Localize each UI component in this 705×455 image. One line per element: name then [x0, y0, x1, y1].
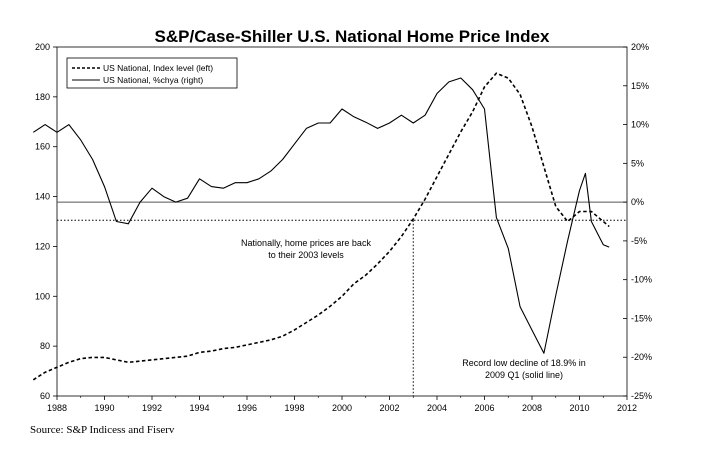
- y-right-tick-label: -5%: [631, 236, 647, 246]
- y-left-tick-label: 120: [35, 241, 50, 251]
- x-tick-label: 1994: [189, 403, 209, 413]
- axes: 1988 1990 1992 1994 1996 1998 2000 2002 2004 2006…: [35, 42, 652, 413]
- x-tick-label: 2012: [617, 403, 637, 413]
- x-tick-label: 2008: [522, 403, 542, 413]
- annotation-2003-line-1: Nationally, home prices are back: [241, 238, 371, 248]
- x-tick-label: 1996: [237, 403, 257, 413]
- series-lines: [32, 72, 610, 381]
- y-right-tick-label: 10%: [631, 120, 649, 130]
- series-line-index-level: [32, 72, 610, 381]
- x-tick-label: 2010: [569, 403, 589, 413]
- annotation-2003-levels: Nationally, home prices are back to thei…: [241, 238, 371, 260]
- chart-plot-area: [56, 46, 628, 397]
- source-note: Source: S&P Indicess and Fiserv: [30, 424, 175, 436]
- y-right-tick-label: 15%: [631, 81, 649, 91]
- legend-label-index-level: US National, Index level (left): [103, 63, 213, 73]
- series-line-chya: [32, 77, 610, 354]
- annotation-record-low: Record low decline of 18.9% in 2009 Q1 (…: [462, 358, 586, 380]
- y-left-tick-label: 100: [35, 291, 50, 301]
- plot-frame: [56, 46, 628, 397]
- x-tick-label: 2002: [379, 403, 399, 413]
- x-tick-label: 2006: [474, 403, 494, 413]
- y-left-tick-label: 60: [40, 391, 50, 401]
- y-right-tick-label: 5%: [631, 158, 644, 168]
- y-right-tick-label: -15%: [631, 313, 652, 323]
- y-right-tick-label: -20%: [631, 352, 652, 362]
- legend-label-chya: US National, %chya (right): [103, 75, 203, 85]
- x-tick-label: 1988: [47, 403, 67, 413]
- y-left-tick-label: 160: [35, 142, 50, 152]
- legend-box: [66, 57, 238, 89]
- y-right-tick-label: -25%: [631, 391, 652, 401]
- x-tick-label: 2004: [427, 403, 447, 413]
- chart-title: S&P/Case-Shiller U.S. National Home Pric…: [155, 27, 550, 46]
- y-left-tick-label: 140: [35, 192, 50, 202]
- y-right-tick-label: 0%: [631, 197, 644, 207]
- y-left-tick-label: 200: [35, 42, 50, 52]
- x-tick-label: 1998: [284, 403, 304, 413]
- y-left-tick-label: 80: [40, 341, 50, 351]
- y-right-tick-label: -10%: [631, 275, 652, 285]
- x-tick-label: 1990: [94, 403, 114, 413]
- reference-lines: [57, 201, 627, 396]
- x-tick-label: 2000: [332, 403, 352, 413]
- legend: US National, Index level (left) US Natio…: [66, 57, 238, 89]
- y-left-tick-label: 180: [35, 92, 50, 102]
- annotation-2003-line-2: to their 2003 levels: [268, 250, 344, 260]
- annotation-record-low-line-1: Record low decline of 18.9% in: [462, 358, 586, 368]
- y-right-tick-label: 20%: [631, 42, 649, 52]
- x-tick-label: 1992: [142, 403, 162, 413]
- annotation-record-low-line-2: 2009 Q1 (solid line): [485, 370, 563, 380]
